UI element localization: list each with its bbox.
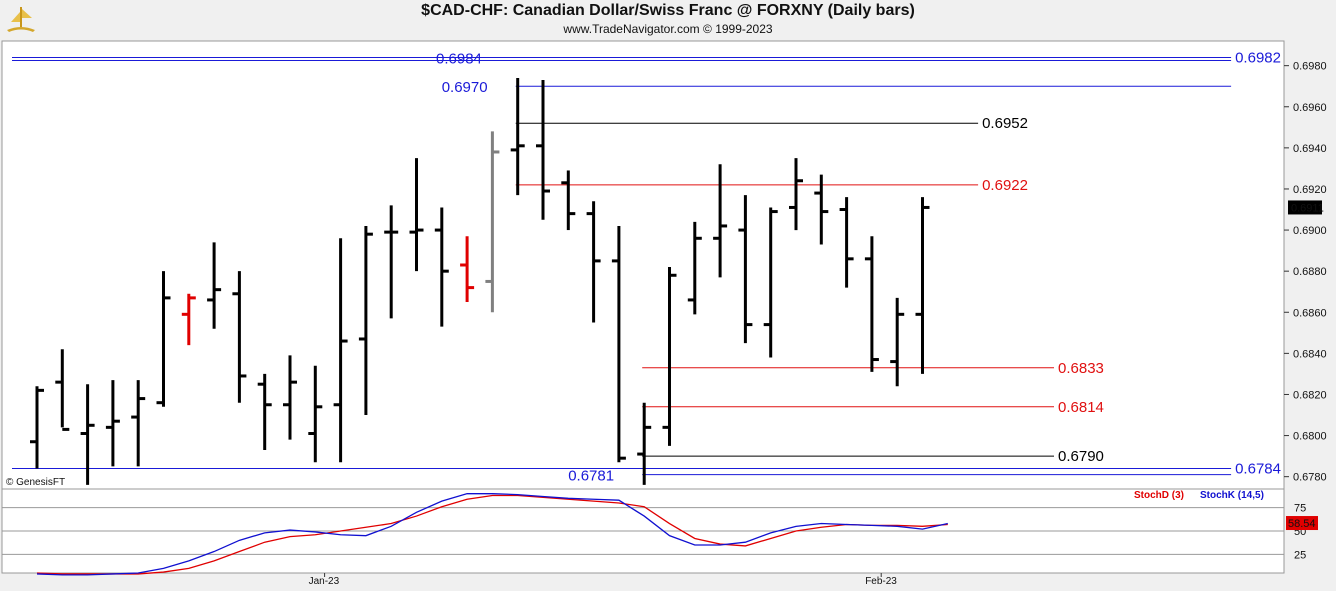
- legend-stochk: StochK (14,5): [1200, 490, 1264, 501]
- price-panel: [1, 40, 1285, 490]
- price-axis-label: 0.6920: [1293, 184, 1327, 196]
- level-label-left: 0.6970: [442, 79, 488, 96]
- trade-navigator-logo-icon: [7, 7, 35, 32]
- price-bar: [358, 225, 373, 416]
- time-axis-label: Feb-23: [865, 576, 897, 587]
- level-label-left: 0.6781: [568, 468, 614, 485]
- price-axis-label: 0.6860: [1293, 307, 1327, 319]
- price-axis-label: 0.6900: [1293, 225, 1327, 237]
- price-bar: [30, 386, 44, 469]
- chart-header: $CAD-CHF: Canadian Dollar/Swiss Franc @ …: [0, 0, 1336, 40]
- price-axis-label: 0.6820: [1293, 389, 1327, 401]
- price-bar: [181, 293, 196, 346]
- level-label-right: 0.6784: [1235, 460, 1281, 477]
- price-bar: [409, 158, 424, 272]
- price-axis-label: 0.6780: [1293, 472, 1327, 484]
- price-bar: [308, 365, 323, 463]
- level-label-right: 0.6982: [1235, 49, 1281, 66]
- price-bar: [283, 355, 297, 440]
- price-bar: [55, 349, 70, 431]
- stoch-last-value: 58.54: [1288, 518, 1316, 530]
- price-bar: [839, 197, 854, 288]
- last-price-tag: [1288, 200, 1322, 215]
- stoch-last-tag: [1286, 516, 1318, 531]
- price-bar: [763, 207, 778, 358]
- level-label-right: 0.6833: [1058, 360, 1104, 377]
- price-bar: [915, 197, 930, 374]
- price-axis-label: 0.6960: [1293, 102, 1327, 114]
- price-bar: [561, 170, 576, 231]
- price-bar: [434, 207, 449, 327]
- price-bar: [131, 380, 146, 467]
- level-label-left: 0.6984: [436, 50, 482, 67]
- price-bar: [713, 164, 728, 278]
- last-price-value: 0.6911: [1291, 202, 1324, 214]
- level-label-right: 0.6814: [1058, 399, 1104, 416]
- level-label-right: 0.6790: [1058, 448, 1104, 465]
- price-bar: [687, 221, 702, 315]
- price-bar: [156, 271, 171, 407]
- price-bar: [105, 380, 120, 467]
- price-bar: [586, 201, 601, 323]
- stoch-series-line: [36, 494, 948, 575]
- price-bar: [611, 225, 626, 463]
- chart-subtitle: www.TradeNavigator.com © 1999-2023: [563, 22, 773, 36]
- price-bar: [510, 77, 525, 196]
- price-bar: [662, 267, 677, 446]
- price-bar: [333, 238, 348, 463]
- price-bar: [384, 205, 399, 319]
- price-axis-label: 0.6840: [1293, 348, 1327, 360]
- price-axis-label: 0.6800: [1293, 431, 1327, 443]
- price-bar: [814, 174, 829, 245]
- price-bar: [80, 384, 95, 485]
- price-bar: [864, 236, 879, 372]
- stoch-axis-label: 75: [1294, 503, 1306, 515]
- stoch-axis-label: 25: [1294, 549, 1306, 561]
- price-bar: [789, 158, 803, 231]
- price-bar: [536, 80, 550, 220]
- price-bar: [738, 195, 753, 344]
- price-bar: [890, 297, 905, 387]
- watermark: © GenesisFT: [6, 477, 65, 488]
- time-axis-label: Jan-23: [309, 576, 340, 587]
- price-bar: [485, 131, 500, 313]
- price-axis-label: 0.6980: [1293, 61, 1327, 73]
- level-label-right: 0.6922: [982, 177, 1028, 194]
- chart-title: $CAD-CHF: Canadian Dollar/Swiss Franc @ …: [421, 2, 915, 19]
- price-bar: [460, 236, 475, 302]
- price-bar: [637, 402, 652, 485]
- price-axis-label: 0.6880: [1293, 266, 1327, 278]
- price-bar: [257, 373, 272, 450]
- price-axis-label: 0.6940: [1293, 143, 1327, 155]
- price-bar: [232, 271, 247, 403]
- price-bar: [207, 242, 222, 329]
- level-label-right: 0.6952: [982, 115, 1028, 132]
- legend-stochd: StochD (3): [1134, 490, 1184, 501]
- stoch-series-line: [36, 493, 948, 576]
